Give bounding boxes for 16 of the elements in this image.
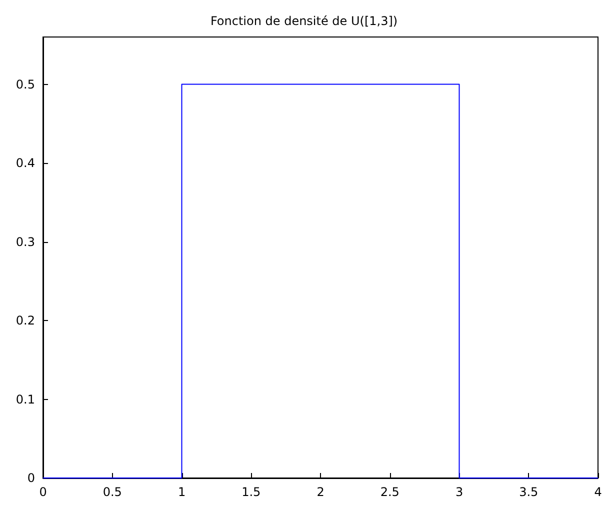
y-tick-label: 0.3 — [16, 234, 35, 249]
x-tick-label: 2 — [316, 485, 324, 499]
x-tick-label: 3.5 — [519, 485, 538, 499]
x-tick-label: 4 — [594, 485, 602, 499]
x-tick-label: 0 — [39, 485, 47, 499]
x-tick-label: 2.5 — [380, 485, 400, 499]
y-tick-label: 0 — [27, 471, 35, 485]
y-tick-label: 0.1 — [16, 392, 35, 406]
chart-title: Fonction de densité de U([1,3]) — [210, 14, 398, 28]
y-tick-label: 0.4 — [16, 156, 35, 170]
x-tick-label: 0.5 — [102, 485, 122, 499]
x-tick-label: 3 — [455, 485, 464, 499]
x-tick-label: 1 — [178, 485, 186, 499]
y-tick-label: 0.2 — [16, 314, 35, 328]
y-tick-label: 0.5 — [16, 77, 35, 92]
x-tick-label: 1.5 — [242, 485, 261, 499]
